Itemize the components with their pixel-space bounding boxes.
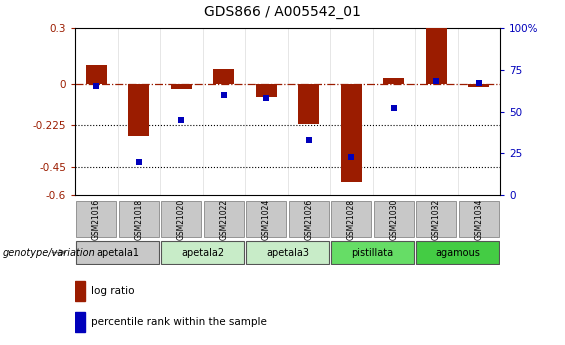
Bar: [161, 201, 201, 237]
Text: GSM21024: GSM21024: [262, 198, 271, 240]
Text: GSM21018: GSM21018: [134, 198, 144, 239]
Text: pistillata: pistillata: [351, 247, 394, 257]
Text: genotype/variation: genotype/variation: [3, 247, 95, 257]
Text: GSM21028: GSM21028: [347, 198, 356, 239]
Bar: [119, 201, 159, 237]
Text: apetala1: apetala1: [96, 247, 139, 257]
Bar: [75, 312, 85, 332]
Bar: [468, 84, 489, 87]
Bar: [161, 241, 244, 264]
Bar: [374, 201, 414, 237]
Bar: [255, 84, 277, 97]
Text: GSM21026: GSM21026: [304, 198, 313, 240]
Text: GSM21022: GSM21022: [219, 198, 228, 239]
Bar: [425, 28, 447, 84]
Bar: [341, 84, 362, 182]
Bar: [289, 201, 329, 237]
Bar: [171, 84, 192, 89]
Bar: [76, 241, 159, 264]
Bar: [86, 65, 107, 84]
Bar: [246, 241, 329, 264]
Text: percentile rank within the sample: percentile rank within the sample: [92, 317, 267, 327]
Text: apetala2: apetala2: [181, 247, 224, 257]
Bar: [128, 84, 149, 136]
Bar: [246, 201, 286, 237]
Bar: [331, 201, 371, 237]
Text: GDS866 / A005542_01: GDS866 / A005542_01: [204, 5, 361, 19]
Bar: [459, 201, 499, 237]
Bar: [416, 201, 456, 237]
Bar: [204, 201, 244, 237]
Bar: [213, 69, 234, 84]
Bar: [331, 241, 414, 264]
Text: log ratio: log ratio: [92, 286, 135, 296]
Text: GSM21020: GSM21020: [177, 198, 186, 240]
Bar: [75, 281, 85, 301]
Bar: [383, 78, 405, 84]
Bar: [76, 201, 116, 237]
Bar: [416, 241, 499, 264]
Text: GSM21016: GSM21016: [92, 198, 101, 240]
Bar: [298, 84, 319, 125]
Text: GSM21032: GSM21032: [432, 198, 441, 240]
Text: GSM21030: GSM21030: [389, 198, 398, 240]
Text: agamous: agamous: [435, 247, 480, 257]
Text: apetala3: apetala3: [266, 247, 309, 257]
Text: GSM21034: GSM21034: [474, 198, 483, 240]
